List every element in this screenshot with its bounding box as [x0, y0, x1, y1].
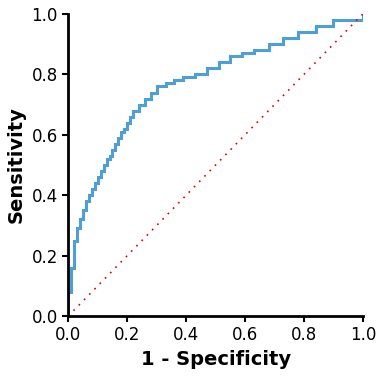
Y-axis label: Sensitivity: Sensitivity	[7, 106, 26, 223]
X-axis label: 1 - Specificity: 1 - Specificity	[141, 350, 291, 369]
